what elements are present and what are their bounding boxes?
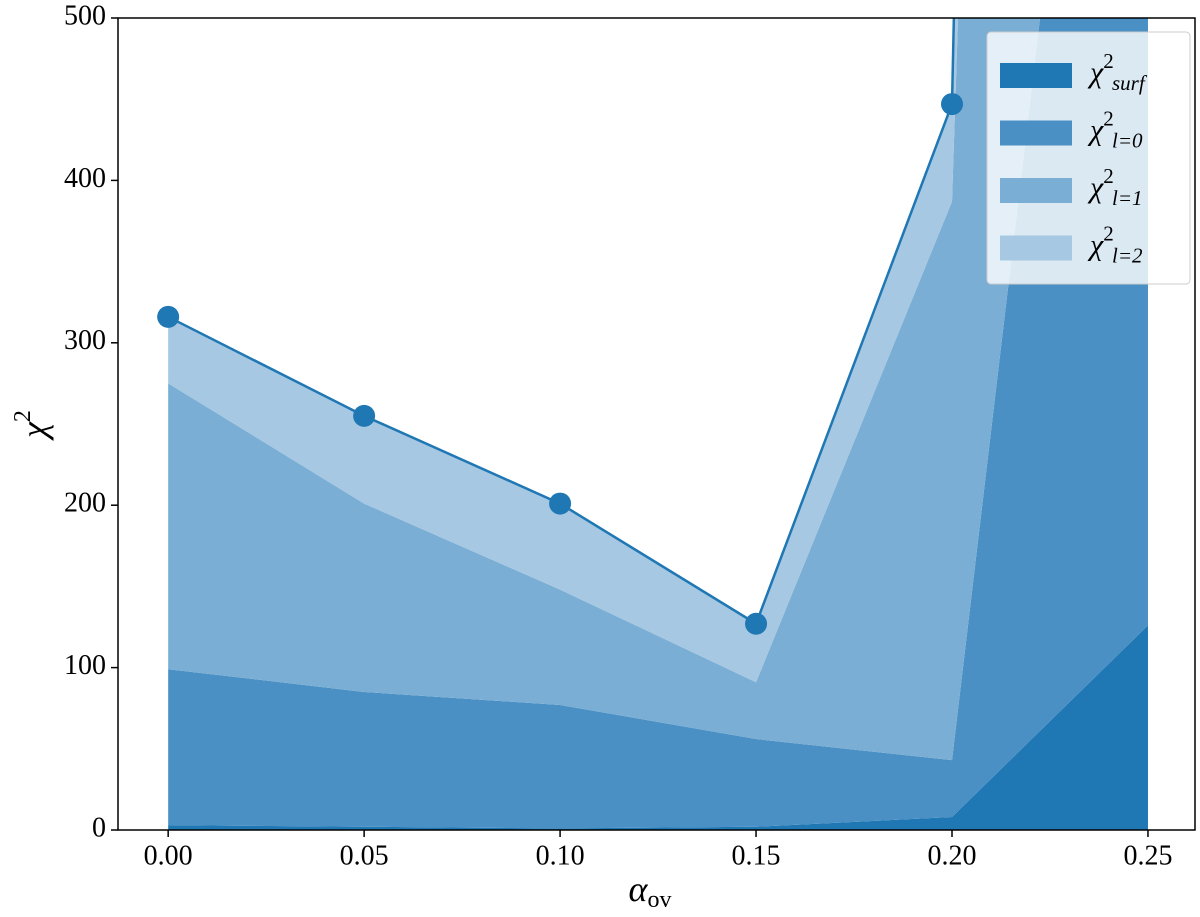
area xyxy=(168,625,1148,830)
legend-label-sup: 2 xyxy=(1103,164,1114,188)
y-tick-label: 100 xyxy=(64,650,106,681)
x-tick-label: 0.20 xyxy=(928,840,977,871)
y-axis-label-base: χ xyxy=(14,421,54,441)
y-axis-label-sup: 2 xyxy=(10,410,36,422)
marker xyxy=(353,404,376,427)
legend-label-sup: 2 xyxy=(1103,49,1114,73)
area xyxy=(168,18,1041,761)
plot-frame xyxy=(117,17,1196,831)
y-tick-label: 300 xyxy=(64,325,106,356)
x-axis-label-base: α xyxy=(629,869,649,909)
y-tick-label: 500 xyxy=(64,0,106,31)
y-axis-label: χ2 xyxy=(10,410,55,441)
x-tick-label: 0.15 xyxy=(732,840,781,871)
x-axis-label: αov xyxy=(629,869,672,912)
legend-swatch xyxy=(1000,63,1072,88)
total-line xyxy=(167,18,956,626)
x-axis-label-sub: ov xyxy=(647,887,671,913)
x-tick-label: 0.05 xyxy=(340,840,389,871)
marker xyxy=(157,305,180,328)
x-tick-label: 0.00 xyxy=(144,840,193,871)
x-tick-label: 0.25 xyxy=(1123,840,1172,871)
legend-swatch xyxy=(1000,235,1072,261)
marker xyxy=(745,612,768,635)
legend-label-base: χ xyxy=(1087,113,1104,146)
legend-label: χ2 l=1 xyxy=(1087,164,1143,210)
marker xyxy=(941,93,964,116)
y-tick-label: 400 xyxy=(64,163,106,194)
x-tick-label: 0.10 xyxy=(536,840,585,871)
legend-label-sub: l=1 xyxy=(1112,186,1143,210)
legend-swatch xyxy=(1000,178,1072,203)
y-tick-label: 0 xyxy=(92,812,106,843)
legend-label-sub: l=2 xyxy=(1112,243,1143,267)
area xyxy=(168,18,959,683)
legend-label-sup: 2 xyxy=(1103,221,1114,245)
legend-label: χ2 l=0 xyxy=(1087,106,1143,152)
legend-label: χ2 surf xyxy=(1087,49,1148,95)
legend-label-sup: 2 xyxy=(1103,106,1114,130)
legend-label-sub: surf xyxy=(1112,71,1148,95)
legend-label: χ2 l=2 xyxy=(1087,221,1143,267)
legend-label-base: χ xyxy=(1087,171,1104,204)
legend-label-base: χ xyxy=(1087,56,1104,89)
legend-label-base: χ xyxy=(1087,228,1104,261)
legend-box xyxy=(986,31,1191,285)
y-tick-label: 200 xyxy=(64,488,106,519)
legend-swatch xyxy=(1000,120,1072,146)
legend-label-sub: l=0 xyxy=(1112,128,1143,152)
marker xyxy=(549,492,572,515)
